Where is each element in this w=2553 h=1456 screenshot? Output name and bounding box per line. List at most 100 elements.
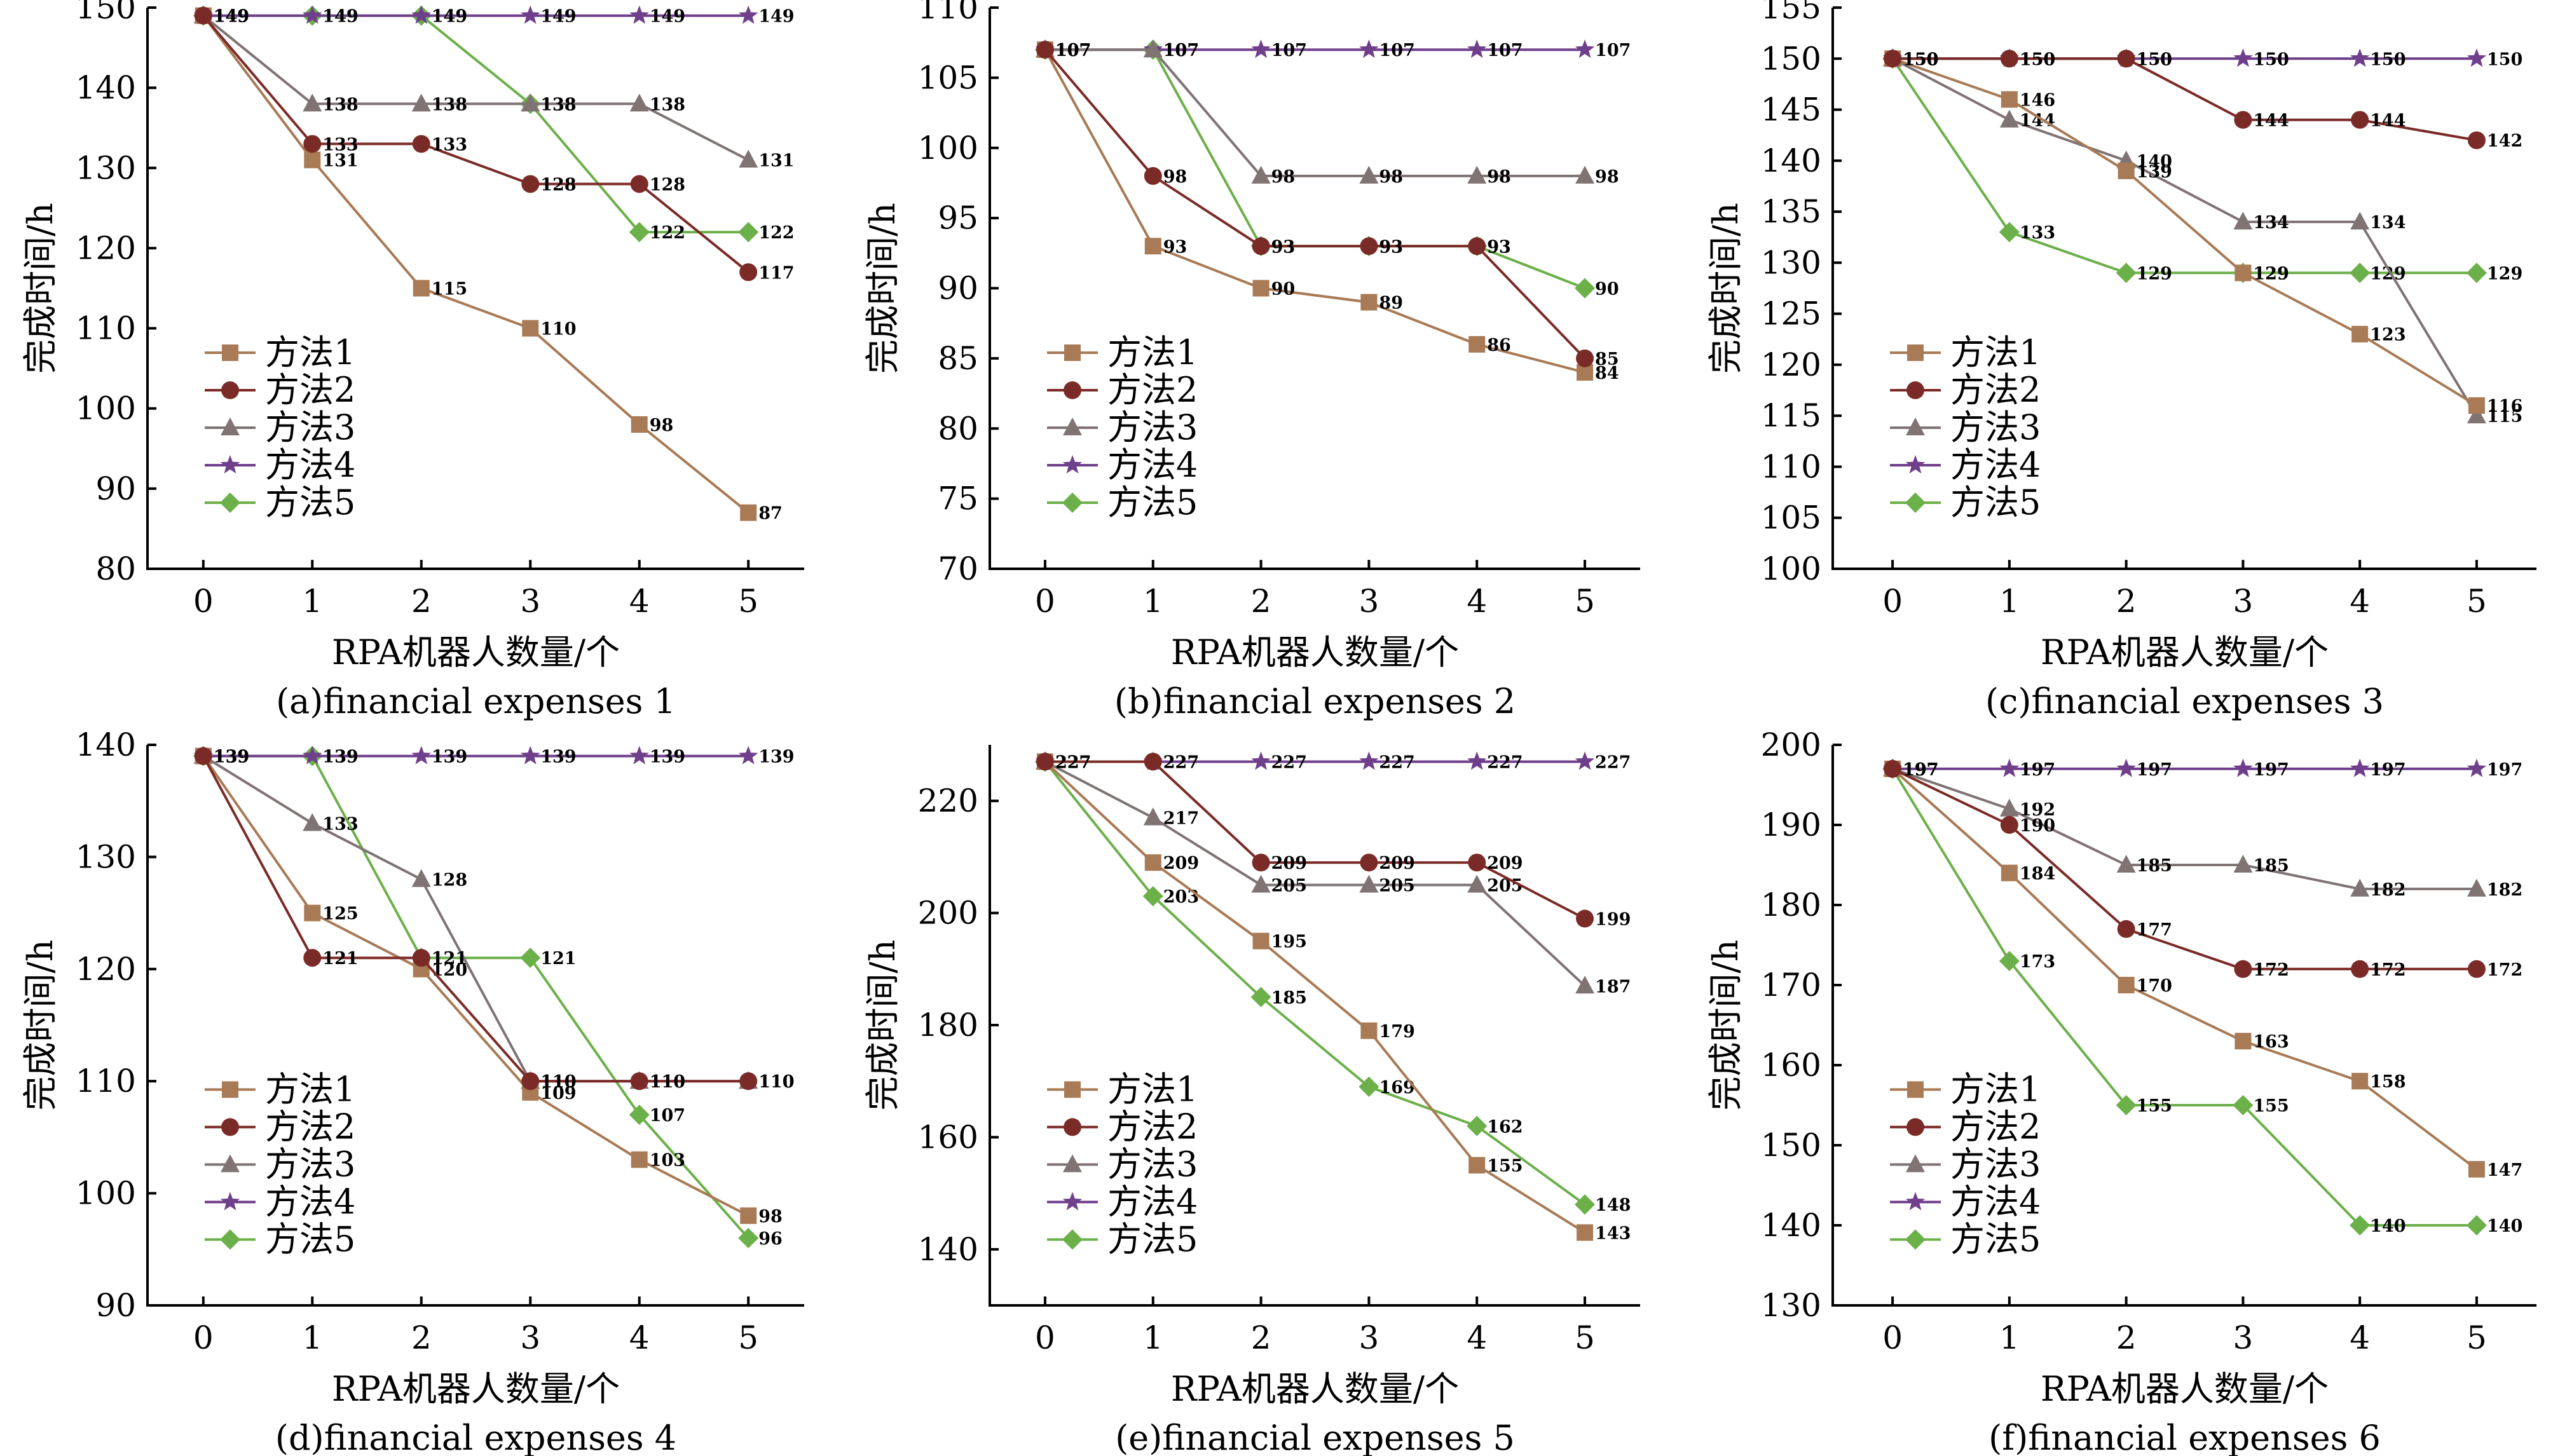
- data-point: [1251, 874, 1271, 893]
- data-label: 122: [650, 223, 685, 243]
- data-point: [1359, 874, 1379, 893]
- data-point: [2118, 162, 2135, 179]
- data-point: [2001, 91, 2018, 108]
- data-point: [411, 745, 431, 765]
- chart-panel-2: 70 75 80 85 90 95 100 105 110 0 1 2 3 4 5 RPA机器人数量/个 完成时…: [863, 0, 1640, 721]
- data-point: [1467, 751, 1487, 770]
- series-3: 150 144 140 134 134 115: [1883, 48, 2522, 426]
- data-label: 121: [322, 949, 358, 969]
- data-point: [1999, 798, 2019, 817]
- y-tick-label: 140: [1761, 1207, 1821, 1244]
- legend-label: 方法2: [265, 370, 355, 410]
- y-tick-label: 105: [918, 59, 978, 96]
- data-point: [2233, 48, 2253, 67]
- x-tick-label: 5: [1575, 1319, 1595, 1356]
- legend-label: 方法4: [265, 1181, 355, 1221]
- data-point: [2351, 960, 2369, 978]
- data-point: [522, 320, 539, 337]
- data-point: [1468, 1157, 1486, 1174]
- x-tick-label: 2: [2116, 583, 2137, 620]
- data-point: [1575, 278, 1596, 299]
- legend-label: 方法2: [1950, 1106, 2041, 1146]
- legend-marker: [221, 1118, 239, 1136]
- x-tick-label: 4: [2350, 583, 2370, 620]
- data-point: [1360, 854, 1378, 872]
- y-tick-label: 100: [918, 130, 978, 167]
- legend-marker: [1906, 381, 1924, 400]
- data-label: 107: [1271, 41, 1307, 60]
- data-label: 148: [1595, 1195, 1631, 1215]
- data-label: 134: [2253, 213, 2289, 233]
- legend-label: 方法3: [1950, 1144, 2041, 1184]
- series-line: [202, 15, 749, 273]
- data-label: 117: [758, 263, 794, 283]
- data-label: 144: [2253, 111, 2289, 131]
- data-label: 149: [540, 7, 576, 27]
- data-label: 98: [650, 416, 674, 435]
- data-label: 139: [2137, 162, 2172, 182]
- series-line: [1892, 767, 2477, 890]
- y-tick-label: 120: [76, 229, 136, 266]
- data-point: [2233, 1095, 2254, 1115]
- series-2: 107 98 93 93 93 85: [1036, 41, 1619, 369]
- data-label: 209: [1163, 854, 1199, 873]
- y-tick-label: 160: [918, 1119, 978, 1155]
- data-point: [739, 263, 758, 282]
- legend-marker: [220, 455, 240, 473]
- data-label: 129: [2487, 264, 2522, 283]
- data-label: 89: [1379, 294, 1403, 313]
- data-label: 185: [2253, 856, 2289, 876]
- data-point: [2234, 111, 2252, 129]
- data-label: 98: [758, 1207, 783, 1227]
- data-point: [629, 5, 649, 24]
- data-point: [304, 151, 321, 168]
- data-point: [2000, 816, 2018, 834]
- data-label: 107: [1595, 41, 1631, 60]
- series-line: [202, 755, 749, 1217]
- x-tick-label: 5: [2467, 583, 2487, 620]
- data-label: 133: [432, 135, 467, 154]
- data-point: [303, 813, 322, 831]
- y-tick-label: 180: [918, 1007, 978, 1044]
- data-label: 116: [2487, 397, 2522, 416]
- data-label: 182: [2487, 880, 2522, 900]
- y-tick-label: 90: [938, 270, 978, 307]
- data-point: [413, 280, 430, 297]
- data-label: 185: [2137, 856, 2172, 876]
- data-label: 150: [1903, 50, 1938, 69]
- data-label: 107: [1055, 41, 1091, 60]
- data-label: 107: [1163, 41, 1199, 60]
- data-label: 107: [1055, 41, 1091, 60]
- legend-label: 方法4: [265, 445, 355, 485]
- y-tick-label: 75: [938, 480, 978, 517]
- data-label: 138: [540, 95, 576, 114]
- y-tick-label: 145: [1761, 92, 1821, 128]
- chart-panel-4: 90 100 110 120 130 140 0 1 2 3 4 5 RPA机器人数量/个 完成时间/h (…: [20, 726, 804, 1456]
- data-label: 190: [2020, 816, 2055, 836]
- data-point: [1884, 759, 1902, 778]
- data-point: [2466, 1215, 2487, 1235]
- data-point: [739, 1072, 758, 1091]
- data-point: [1575, 976, 1595, 994]
- data-point: [1144, 238, 1161, 255]
- data-label: 110: [540, 320, 576, 339]
- data-label: 227: [1055, 752, 1091, 772]
- legend-label: 方法3: [1107, 407, 1198, 447]
- data-label: 179: [1379, 1022, 1414, 1042]
- data-point: [1036, 41, 1054, 59]
- data-point: [2350, 878, 2370, 897]
- data-label: 205: [1379, 876, 1414, 896]
- data-label: 107: [1055, 41, 1091, 60]
- legend-label: 方法5: [265, 1219, 355, 1259]
- data-label: 227: [1271, 752, 1307, 772]
- data-label: 107: [1163, 41, 1199, 60]
- series-2: 139 121 121 110 110 110: [194, 747, 795, 1092]
- x-tick-label: 3: [520, 583, 540, 620]
- x-tick-label: 0: [1035, 1319, 1055, 1356]
- y-tick-label: 150: [76, 0, 136, 26]
- y-tick-label: 100: [76, 1175, 136, 1212]
- y-tick-label: 220: [918, 782, 978, 819]
